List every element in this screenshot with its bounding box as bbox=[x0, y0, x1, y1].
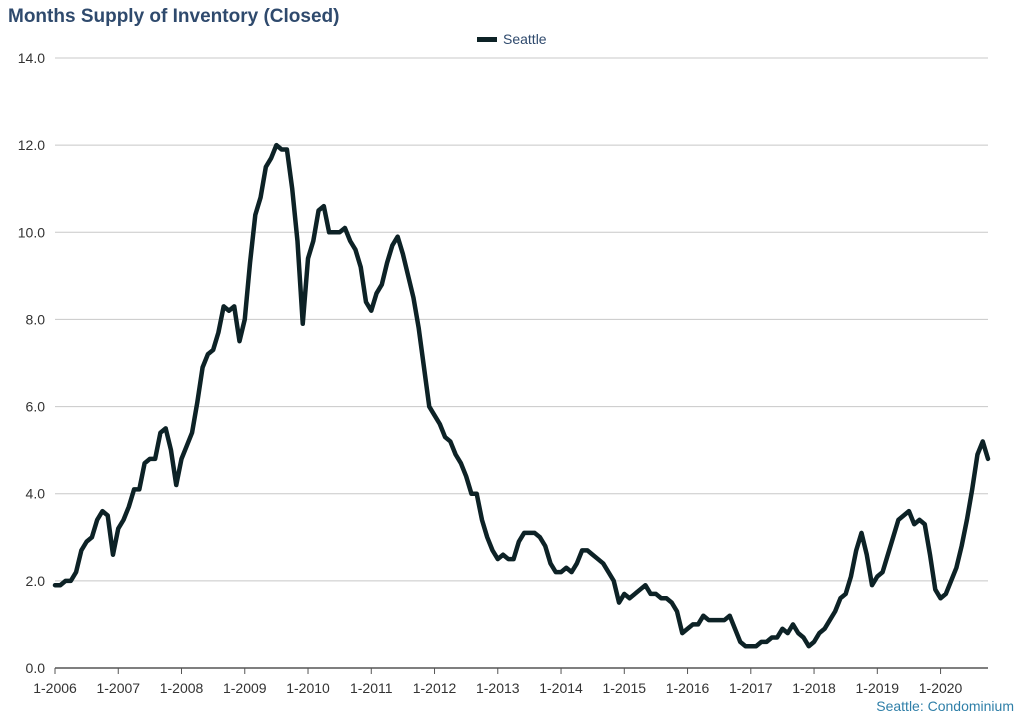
x-tick-label: 1-2011 bbox=[350, 680, 393, 696]
legend: Seattle bbox=[477, 31, 547, 47]
gridlines bbox=[55, 57, 988, 582]
x-axis: 1-2006 1-2007 1-2008 1-2009 1-2010 1-2011 1-20… bbox=[33, 667, 988, 696]
y-tick-label: 8.0 bbox=[26, 311, 46, 327]
x-tick-label: 1-2010 bbox=[286, 680, 330, 696]
series-group bbox=[52, 142, 991, 649]
x-tick-label: 1-2015 bbox=[602, 680, 646, 696]
series-line-seattle bbox=[52, 142, 991, 649]
y-tick-label: 6.0 bbox=[26, 399, 46, 415]
y-tick-label: 10.0 bbox=[18, 224, 45, 240]
chart-title: Months Supply of Inventory (Closed) bbox=[8, 6, 340, 27]
x-tick-label: 1-2009 bbox=[223, 680, 267, 696]
x-tick-label: 1-2007 bbox=[96, 680, 140, 696]
legend-swatch bbox=[477, 36, 497, 42]
x-tick-label: 1-2020 bbox=[919, 680, 963, 696]
legend-label: Seattle bbox=[503, 31, 547, 47]
y-tick-label: 0.0 bbox=[26, 660, 46, 676]
y-tick-label: 2.0 bbox=[26, 573, 46, 589]
x-tick-label: 1-2006 bbox=[33, 680, 77, 696]
x-tick-label: 1-2017 bbox=[729, 680, 773, 696]
y-tick-label: 4.0 bbox=[26, 486, 46, 502]
y-tick-label: 12.0 bbox=[18, 137, 45, 153]
y-axis-ticks: 0.0 2.0 4.0 6.0 8.0 10.0 12.0 14.0 bbox=[18, 50, 45, 676]
x-tick-label: 1-2019 bbox=[856, 680, 900, 696]
x-tick-label: 1-2016 bbox=[666, 680, 710, 696]
x-tick-label: 1-2014 bbox=[539, 680, 583, 696]
x-tick-label: 1-2008 bbox=[160, 680, 204, 696]
y-tick-label: 14.0 bbox=[18, 50, 45, 66]
x-tick-label: 1-2018 bbox=[792, 680, 836, 696]
x-tick-label: 1-2013 bbox=[476, 680, 520, 696]
x-tick-label: 1-2012 bbox=[413, 680, 457, 696]
chart-footnote: Seattle: Condominium bbox=[876, 698, 1014, 714]
